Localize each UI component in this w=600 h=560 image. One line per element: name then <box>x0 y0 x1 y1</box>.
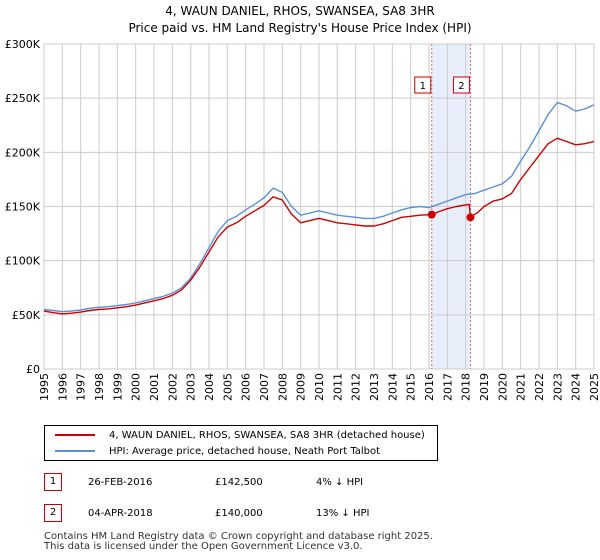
x-tick-label: 2008 <box>276 373 289 401</box>
x-tick-label: 2022 <box>533 373 546 401</box>
sale-box-label-2: 2 <box>458 81 464 92</box>
x-tick-label: 2012 <box>350 373 363 401</box>
x-tick-label: 2007 <box>258 373 271 401</box>
sale-marker-label: 2 <box>44 504 62 522</box>
x-tick-label: 2004 <box>203 373 216 401</box>
footer-line1: Contains HM Land Registry data © Crown c… <box>44 531 433 542</box>
sale-box-2 <box>452 76 470 94</box>
legend-swatch-hpi <box>55 450 95 452</box>
sale-point-2 <box>466 213 475 222</box>
legend-item-property: 4, WAUN DANIEL, RHOS, SWANSEA, SA8 3HR (… <box>55 428 425 444</box>
x-tick-label: 2018 <box>460 373 473 401</box>
price-chart: £0 £50K £100K £150K £200K £250K £300K 1995 1996 1… <box>5 38 600 401</box>
x-tick-label: 2006 <box>240 373 253 401</box>
property-series-line <box>43 137 595 315</box>
legend: 4, WAUN DANIEL, RHOS, SWANSEA, SA8 3HR (… <box>44 425 438 461</box>
y-tick-label: £50K <box>12 309 41 322</box>
chart-title-line2: Price paid vs. HM Land Registry's House … <box>128 21 472 35</box>
x-tick-label: 2013 <box>368 373 381 401</box>
hpi-series-line <box>43 101 595 313</box>
x-tick-label: 2009 <box>295 373 308 401</box>
x-tick-label: 2010 <box>313 373 326 401</box>
x-tick-label: 2017 <box>441 373 454 401</box>
x-tick-label: 1999 <box>111 373 124 401</box>
footer: Contains HM Land Registry data © Crown c… <box>44 532 433 552</box>
x-tick-label: 2001 <box>148 373 161 401</box>
x-tick-label: 1997 <box>75 373 88 401</box>
sale-box-label-1: 1 <box>420 81 426 92</box>
x-tick-label: 2000 <box>130 373 143 401</box>
x-tick-label: 1998 <box>93 373 106 401</box>
sale-date: 26-FEB-2016 <box>88 477 153 488</box>
y-tick-label: £0 <box>26 363 40 376</box>
x-tick-label: 2014 <box>386 373 399 401</box>
chart-title: 4, WAUN DANIEL, RHOS, SWANSEA, SA8 3HR P… <box>0 3 600 37</box>
sale-price: £140,000 <box>215 508 263 519</box>
y-tick-label: £200K <box>5 146 41 159</box>
y-tick-label: £250K <box>5 92 41 105</box>
plot-frame <box>43 43 595 370</box>
x-tick-label: 2016 <box>423 373 436 401</box>
footer-line2: This data is licensed under the Open Gov… <box>44 541 363 552</box>
x-tick-label: 2021 <box>515 373 528 401</box>
legend-label-hpi: HPI: Average price, detached house, Neat… <box>109 446 381 457</box>
x-tick-label: 2024 <box>570 373 583 401</box>
legend-swatch-property <box>55 434 95 436</box>
sale-point-1 <box>427 210 436 219</box>
y-tick-label: £150K <box>5 201 41 214</box>
chart-title-line1: 4, WAUN DANIEL, RHOS, SWANSEA, SA8 3HR <box>165 4 435 18</box>
legend-label-property: 4, WAUN DANIEL, RHOS, SWANSEA, SA8 3HR (… <box>109 430 425 441</box>
sale-date: 04-APR-2018 <box>88 508 153 519</box>
sale-hpi-relation: 13% ↓ HPI <box>316 508 370 519</box>
legend-item-hpi: HPI: Average price, detached house, Neat… <box>55 444 380 460</box>
x-tick-label: 2011 <box>331 373 344 401</box>
x-tick-label: 2023 <box>551 373 564 401</box>
x-tick-label: 2019 <box>478 373 491 401</box>
sale-hpi-relation: 4% ↓ HPI <box>316 477 364 488</box>
x-tick-label: 2003 <box>185 373 198 401</box>
x-tick-label: 2025 <box>588 373 600 401</box>
y-tick-label: £100K <box>5 255 41 268</box>
sale-box-1 <box>414 76 432 94</box>
sale-price: £142,500 <box>215 477 263 488</box>
x-tick-label: 1995 <box>38 373 51 401</box>
x-tick-label: 2005 <box>221 373 234 401</box>
y-tick-label: £300K <box>5 38 41 51</box>
sale-marker-label: 1 <box>44 473 62 491</box>
x-tick-label: 2002 <box>166 373 179 401</box>
x-tick-label: 2015 <box>405 373 418 401</box>
x-tick-label: 1996 <box>56 373 69 401</box>
x-tick-label: 2020 <box>496 373 509 401</box>
